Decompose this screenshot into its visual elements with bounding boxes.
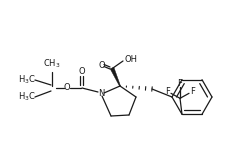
Text: O: O xyxy=(79,68,85,76)
Text: O: O xyxy=(64,83,70,93)
Text: F: F xyxy=(190,87,196,96)
Text: F: F xyxy=(166,87,170,96)
Polygon shape xyxy=(110,67,120,86)
Text: OH: OH xyxy=(125,55,138,65)
Text: F: F xyxy=(178,79,182,88)
Text: H$_3$C: H$_3$C xyxy=(18,91,36,103)
Text: H$_3$C: H$_3$C xyxy=(18,74,36,86)
Text: CH$_3$: CH$_3$ xyxy=(43,58,61,70)
Text: O: O xyxy=(99,61,105,69)
Text: N: N xyxy=(98,89,104,97)
